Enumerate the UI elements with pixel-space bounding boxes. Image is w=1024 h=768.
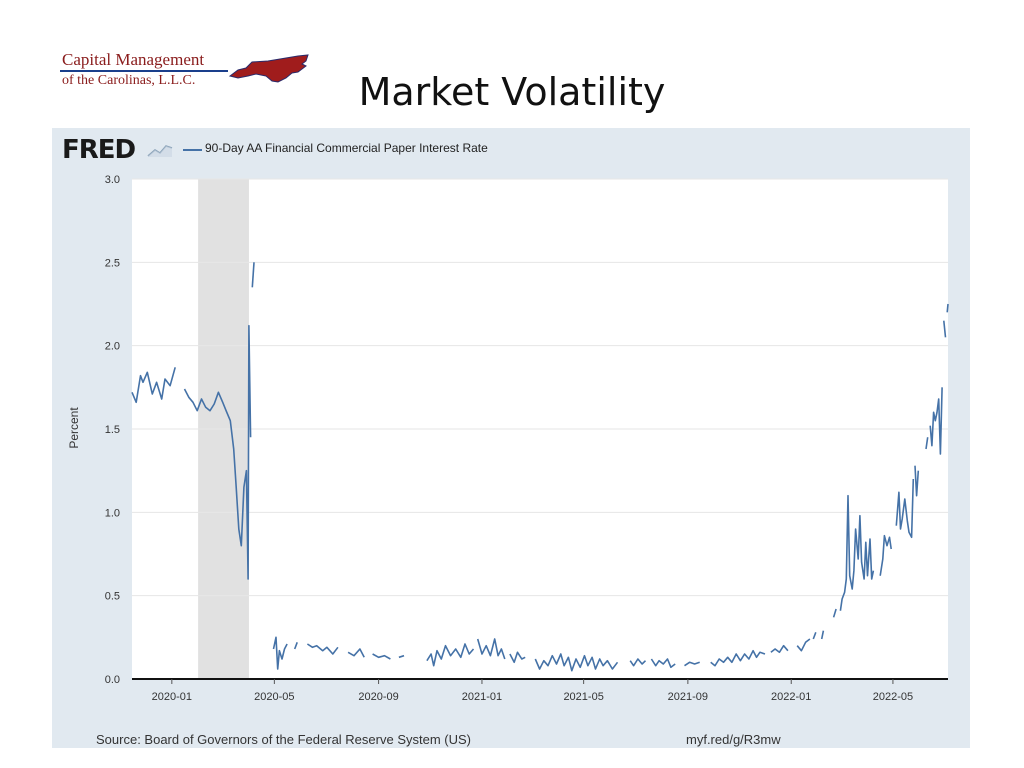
x-tick-label: 2020-01	[152, 691, 192, 703]
north-carolina-map-icon	[228, 54, 309, 83]
series-line-segment	[347, 648, 365, 658]
logo-company-name: Capital Management	[62, 50, 205, 69]
line-chart: 0.00.51.01.52.02.53.0 2020-01 2020-05 2020…	[67, 174, 949, 703]
y-tick-label: 2.5	[105, 257, 120, 269]
y-tick-label: 3.0	[105, 174, 120, 186]
logo-rule	[60, 70, 228, 72]
series-line-segment	[879, 534, 892, 576]
series-line-segment	[710, 649, 766, 667]
series-line-segment	[629, 658, 647, 667]
y-tick-label: 2.0	[105, 341, 120, 353]
series-line-segment	[534, 653, 619, 672]
slide-title-text: Market Volatility	[358, 70, 666, 114]
series-line-segment	[372, 653, 391, 660]
source-text: Source: Board of Governors of the Federa…	[96, 732, 471, 747]
series-line-segment	[306, 643, 339, 655]
y-tick-label: 0.5	[105, 591, 120, 603]
x-tick-label: 2022-01	[771, 691, 811, 703]
series-line-segment	[293, 642, 298, 650]
series-line-segment	[183, 324, 252, 580]
series-line-segment	[839, 494, 875, 611]
series-lines	[131, 262, 949, 672]
y-tick-label: 1.0	[105, 507, 120, 519]
company-logo: Capital Management of the Carolinas, L.L…	[60, 48, 320, 90]
fred-logo: FRED	[62, 135, 136, 165]
series-line-segment	[272, 636, 288, 670]
y-tick-label: 0.0	[105, 674, 120, 686]
series-line-segment	[476, 638, 506, 660]
series-line-segment	[796, 638, 811, 652]
y-tick-labels: 0.0 0.5 1.0 1.5 2.0 2.5 3.0	[105, 174, 120, 686]
gridlines	[132, 178, 948, 684]
series-line-segment	[914, 465, 920, 497]
series-line-segment	[509, 651, 526, 664]
x-tick-label: 2021-05	[563, 691, 603, 703]
x-tick-label: 2020-05	[254, 691, 294, 703]
chart-line-icon	[147, 145, 173, 157]
x-tick-label: 2020-09	[358, 691, 398, 703]
x-tick-label: 2021-01	[462, 691, 502, 703]
series-line-segment	[398, 654, 405, 659]
series-line-segment	[251, 262, 255, 288]
series-line-segment	[946, 303, 949, 313]
logo-company-suffix: of the Carolinas, L.L.C.	[62, 73, 196, 88]
series-line-segment	[925, 437, 929, 450]
legend-label: 90-Day AA Financial Commercial Paper Int…	[205, 141, 488, 155]
series-line-segment	[832, 608, 837, 618]
series-line-segment	[426, 643, 475, 667]
series-line-segment	[943, 320, 947, 338]
series-line-segment	[684, 661, 700, 667]
y-axis-label: Percent	[67, 407, 81, 449]
short-url-link[interactable]: myf.red/g/R3mw	[686, 732, 781, 747]
x-tick-labels: 2020-01 2020-05 2020-09 2021-01 2021-05 2021-…	[152, 691, 913, 703]
slide-title: Market Volatility	[0, 70, 1024, 114]
x-tick-label: 2021-09	[668, 691, 708, 703]
legend-swatch	[183, 149, 202, 151]
series-line-segment	[770, 644, 789, 654]
series-line-segment	[929, 387, 943, 455]
y-tick-label: 1.5	[105, 424, 120, 436]
series-line-segment	[812, 632, 817, 640]
series-line-segment	[895, 478, 915, 539]
series-line-segment	[820, 630, 825, 640]
x-tick-label: 2022-05	[873, 691, 913, 703]
series-line-segment	[131, 367, 176, 404]
series-line-segment	[650, 658, 676, 669]
